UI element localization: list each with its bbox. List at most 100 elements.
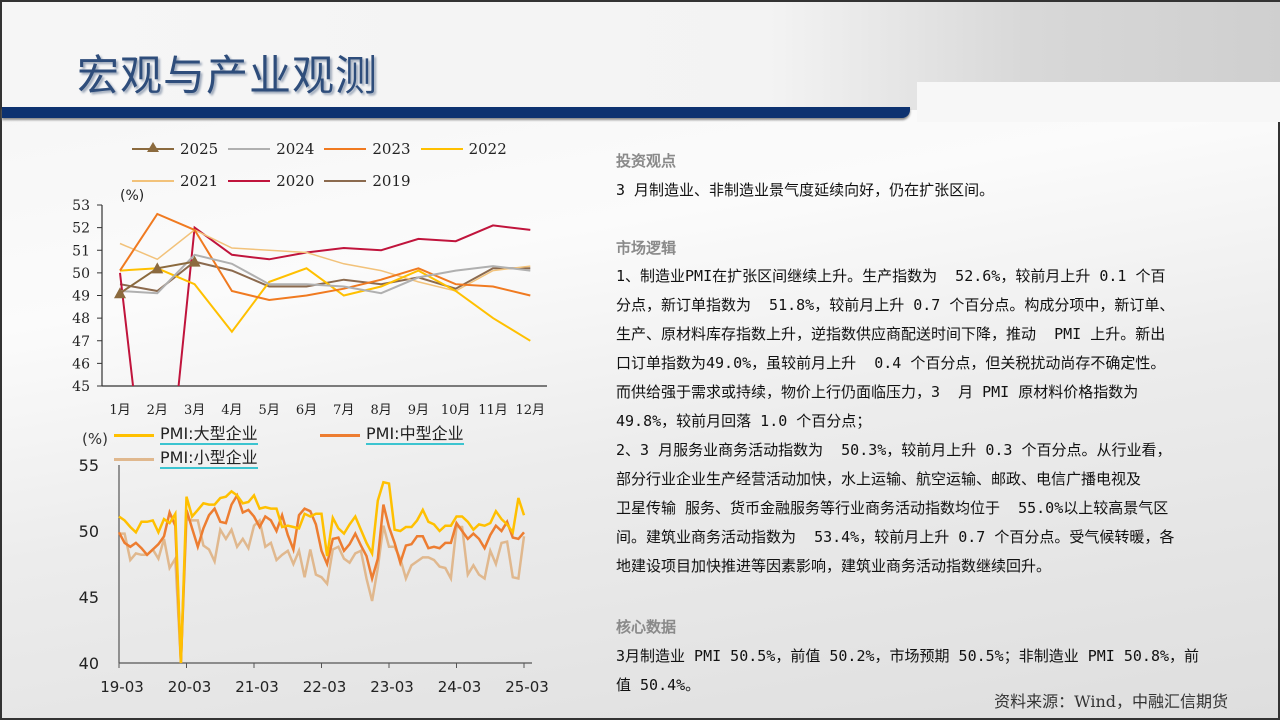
legend-swatch	[324, 148, 367, 150]
y-tick-label: 40	[79, 654, 99, 673]
series-line-2023	[119, 212, 531, 302]
chart1-plot: 53 52 51 50 49 48 47 46 45 1月 2月 3月 4月 5月 6月 7月 8月 9月 10月 1…	[72, 198, 547, 418]
chart1-legend-row1: 2025 2024 2023 2022	[132, 140, 517, 158]
legend-item-2022: 2022	[420, 140, 507, 158]
x-tick-label: 9月	[408, 403, 429, 418]
title-bar	[2, 107, 910, 118]
heading-investment-view: 投资观点	[616, 152, 677, 170]
y-tick-label: 51	[72, 243, 90, 259]
text-line: 值 50.4%。	[616, 676, 701, 694]
legend-item-2024: 2024	[228, 140, 314, 158]
legend-swatch	[228, 148, 271, 150]
x-tick-label: 24-03	[438, 678, 482, 696]
series-line-2020	[119, 224, 531, 386]
legend-swatch	[114, 433, 154, 437]
legend-swatch	[420, 148, 463, 150]
chart1-legend-row2: 2021 2020 2019	[132, 172, 421, 190]
x-tick-label: 23-03	[370, 678, 414, 696]
y-tick-label: 49	[72, 289, 90, 305]
legend-label: 2025	[180, 140, 219, 158]
x-tick-label: 8月	[370, 403, 391, 418]
x-tick-label: 3月	[184, 403, 205, 418]
chart2-unit-label: (%)	[82, 430, 108, 448]
legend-label: 2020	[276, 172, 315, 190]
legend-label: 2023	[372, 140, 411, 158]
text-line: 地建设项目加快推进等因素影响，建筑业商务活动指数继续回升。	[616, 557, 1052, 575]
legend-item-2025: 2025	[132, 140, 218, 158]
series-line-large	[118, 480, 526, 664]
data-point-2025	[151, 262, 164, 274]
triangle-marker-icon	[147, 142, 159, 152]
text-line: 1、制造业PMI在扩张区间继续上升。生产指数为 52.6%，较前月上升 0.1 …	[616, 267, 1166, 285]
text-line: 卫星传输 服务、货币金融服务等行业商务活动指数均位于 55.0%以上较高景气区	[616, 499, 1169, 517]
x-tick-label: 7月	[333, 403, 354, 418]
series-line-2024	[119, 253, 531, 295]
series-line-2019	[119, 260, 531, 293]
legend-swatch	[132, 180, 174, 182]
x-tick-label: 20-03	[168, 678, 212, 696]
source-note: 资料来源：Wind，中融汇信期货	[994, 692, 1228, 711]
text-line: 而供给强于需求或持续，物价上行仍面临压力，3 月 PMI 原材料价格指数为	[616, 383, 1139, 401]
y-tick-label: 50	[72, 266, 90, 282]
heading-core-data: 核心数据	[616, 618, 677, 636]
x-tick-label: 6月	[296, 403, 317, 418]
data-point-2025	[114, 287, 126, 299]
y-tick-label: 46	[72, 356, 90, 372]
text-line: 生产、原材料库存指数上升，逆指数供应商配送时间下降，推动 PMI 上升。新出	[616, 325, 1166, 343]
legend-item-2020: 2020	[228, 172, 314, 190]
text-line: 2、3 月服务业商务活动指数为 50.3%，较前月上升 0.3 个百分点。从行业…	[616, 441, 1172, 459]
legend-swatch	[114, 457, 154, 461]
x-tick-label: 21-03	[235, 678, 279, 696]
heading-market-logic: 市场逻辑	[616, 239, 677, 257]
legend-swatch	[320, 433, 360, 437]
legend-swatch	[132, 142, 174, 152]
y-tick-label: 55	[79, 456, 99, 475]
series-line-2021	[119, 229, 531, 292]
x-tick-label: 11月	[478, 403, 508, 418]
y-tick-label: 47	[72, 334, 90, 350]
chart1-unit-label: (%)	[120, 188, 145, 204]
legend-item-2019: 2019	[324, 172, 411, 190]
legend-item-2023: 2023	[324, 140, 411, 158]
legend-label: 2021	[180, 172, 219, 190]
legend-item-small: PMI:小型企业	[114, 449, 258, 469]
x-tick-label: 4月	[221, 403, 242, 418]
text-line: 3 月制造业、非制造业景气度延续向好，仍在扩张区间。	[616, 181, 995, 199]
x-tick-label: 22-03	[303, 678, 347, 696]
x-tick-label: 5月	[259, 403, 280, 418]
series-line-2022	[119, 267, 531, 342]
x-tick-label: 10月	[441, 403, 471, 418]
text-line: 口订单指数为49.0%，虽较前月上升 0.4 个百分点，但关税扰动尚存不确定性。	[616, 354, 1166, 372]
y-tick-label: 45	[79, 588, 99, 607]
legend-label: PMI:大型企业	[160, 424, 258, 445]
legend-item-medium: PMI:中型企业	[320, 425, 464, 445]
text-line: 49.8%，较前月回落 1.0 个百分点；	[616, 412, 872, 430]
legend-label: PMI:中型企业	[366, 424, 464, 445]
y-tick-label: 48	[72, 311, 90, 327]
legend-label: 2024	[276, 140, 315, 158]
legend-swatch	[228, 180, 271, 182]
y-tick-label: 52	[72, 221, 90, 237]
legend-swatch	[324, 180, 367, 182]
header-panel	[917, 82, 1280, 122]
text-line: 3月制造业 PMI 50.5%，前值 50.2%，市场预期 50.5%；非制造业…	[616, 647, 1200, 665]
legend-label: PMI:小型企业	[160, 448, 258, 469]
y-tick-label: 53	[72, 198, 90, 214]
text-line: 部分行业企业生产经营活动加快，水上运输、航空运输、邮政、电信广播电视及	[616, 470, 1142, 488]
y-tick-label: 45	[72, 379, 90, 395]
legend-item-2021: 2021	[132, 172, 218, 190]
data-point-2025	[188, 255, 201, 267]
y-tick-label: 50	[79, 522, 99, 541]
legend-label: 2019	[372, 172, 411, 190]
legend-item-large: PMI:大型企业	[114, 425, 258, 445]
legend-label: 2022	[468, 140, 507, 158]
x-tick-label: 25-03	[505, 678, 549, 696]
x-tick-label: 12月	[516, 403, 546, 418]
x-tick-label: 1月	[109, 403, 130, 418]
x-tick-label: 19-03	[100, 678, 144, 696]
x-tick-label: 2月	[147, 403, 168, 418]
text-line: 分点，新订单指数为 51.8%，较前月上升 0.7 个百分点。构成分项中，新订单…	[616, 296, 1175, 314]
page-title: 宏观与产业观测	[77, 51, 379, 100]
text-line: 间。建筑业商务活动指数为 53.4%，较前月上升 0.7 个百分点。受气候转暖，…	[616, 528, 1175, 546]
